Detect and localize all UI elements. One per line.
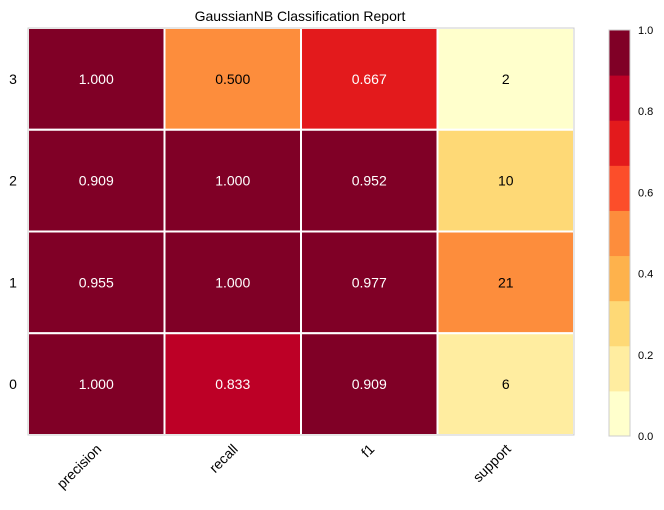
colorbar-segment [609,210,630,257]
chart-title: GaussianNB Classification Report [195,8,406,24]
row-labels: 3 2 1 0 [9,71,17,392]
heatmap-cell-r1-c3 [436,128,575,233]
cell-value-label: 0.833 [215,376,250,392]
row-label: 2 [9,173,17,189]
cell-value-label: 2 [502,71,510,87]
cell-value-label: 1.000 [79,376,114,392]
heatmap-cell-r2-c1 [163,230,302,335]
cell-value-label: 6 [502,376,510,392]
colorbar-segment [609,75,630,121]
cell-value-label: 0.909 [352,376,387,392]
cell-value-label: 0.667 [352,71,387,87]
colorbar-segment [609,255,630,302]
colorbar-segment [609,390,630,437]
colorbar-tick-label: 1.0 [638,25,653,37]
column-label: precision [53,441,104,492]
cell-value-label: 10 [498,173,514,189]
heatmap-cells: 1.000 0.500 0.667 2 0.909 1.000 0.952 10 0.955 1.… [27,27,575,436]
colorbar-segment [609,300,630,347]
colorbar-tick-label: 0.6 [638,187,653,199]
cell-value-label: 0.500 [215,71,250,87]
plot-frame [27,27,575,436]
colorbar-tick-label: 0.4 [638,269,653,281]
colorbar-tick-label: 0.8 [638,106,653,118]
column-label: support [470,441,514,485]
cell-value-label: 1.000 [79,71,114,87]
colorbar-segment [609,120,630,166]
colorbar-tick-label: 0.0 [638,431,653,443]
cell-value-label: 0.977 [352,274,387,290]
heatmap-cell-r1-c1 [163,128,302,233]
cell-value-label: 1.000 [215,173,250,189]
colorbar: 0.0 0.2 0.4 0.6 0.8 1.0 [608,25,653,443]
column-label: recall [206,441,241,476]
cell-value-label: 0.952 [352,173,387,189]
heatmap-cell-r3-c3 [436,332,575,436]
colorbar-segment [609,165,630,211]
cell-value-label: 0.909 [79,173,114,189]
row-label: 1 [9,274,17,290]
colorbar-segment [609,345,630,392]
colorbar-frame [608,29,631,437]
colorbar-segment [609,30,630,76]
row-label: 3 [9,71,17,87]
cell-value-label: 1.000 [215,274,250,290]
heatmap-cell-r2-c3 [436,230,575,335]
cell-value-label: 0.955 [79,274,114,290]
row-label: 0 [9,376,17,392]
heatmap-cell-r3-c1 [163,332,302,436]
column-labels: precision recall f1 support [53,441,514,492]
heatmap-cell-r0-c0 [27,27,166,131]
cell-value-label: 21 [498,274,514,290]
colorbar-tick-label: 0.2 [638,350,653,362]
heatmap-cell-r0-c1 [163,27,302,131]
column-label: f1 [358,441,378,461]
